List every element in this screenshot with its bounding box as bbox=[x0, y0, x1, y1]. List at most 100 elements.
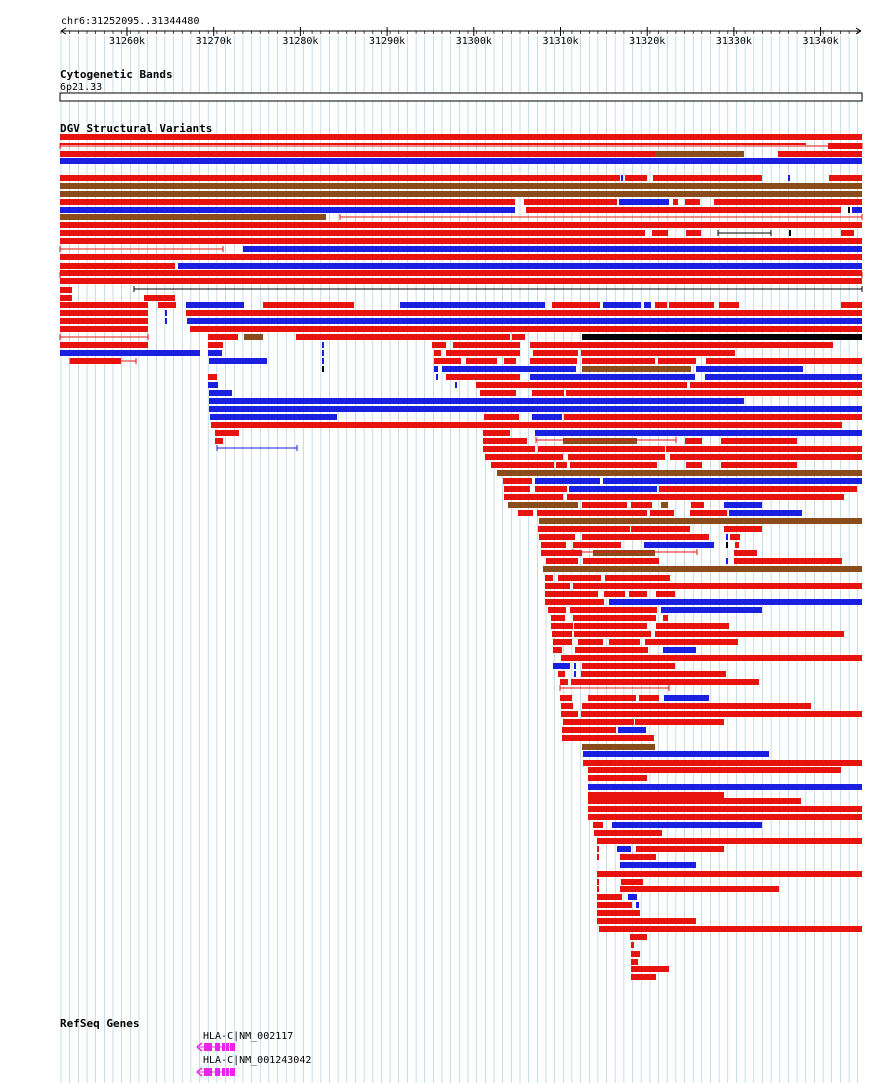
dgv-variant[interactable] bbox=[588, 695, 636, 701]
dgv-variant[interactable] bbox=[209, 398, 744, 404]
dgv-variant[interactable] bbox=[476, 382, 687, 388]
dgv-variant[interactable] bbox=[581, 671, 726, 677]
dgv-variant[interactable] bbox=[666, 446, 862, 452]
dgv-variant[interactable] bbox=[644, 542, 714, 548]
gene-model-nm-001243042[interactable] bbox=[196, 1067, 235, 1077]
dgv-variant[interactable] bbox=[685, 199, 700, 205]
dgv-variant[interactable] bbox=[597, 910, 640, 916]
dgv-variant[interactable] bbox=[552, 631, 572, 637]
dgv-variant[interactable] bbox=[603, 478, 862, 484]
dgv-variant[interactable] bbox=[215, 438, 223, 444]
dgv-variant[interactable] bbox=[560, 695, 572, 701]
dgv-variant[interactable] bbox=[483, 446, 535, 452]
dgv-variant[interactable] bbox=[552, 302, 600, 308]
dgv-variant[interactable] bbox=[60, 238, 862, 244]
dgv-variant[interactable] bbox=[548, 607, 566, 613]
dgv-variant[interactable] bbox=[599, 926, 862, 932]
dgv-variant[interactable] bbox=[597, 886, 599, 892]
dgv-variant[interactable] bbox=[243, 246, 862, 252]
dgv-variant[interactable] bbox=[724, 526, 762, 532]
dgv-variant[interactable] bbox=[597, 854, 599, 860]
dgv-variant[interactable] bbox=[209, 406, 862, 412]
dgv-variant[interactable] bbox=[526, 207, 841, 213]
dgv-variant[interactable] bbox=[631, 502, 652, 508]
dgv-variant[interactable] bbox=[696, 366, 803, 372]
dgv-variant[interactable] bbox=[432, 342, 446, 348]
dgv-variant[interactable] bbox=[524, 199, 617, 205]
dgv-variant[interactable] bbox=[582, 703, 811, 709]
dgv-variant[interactable] bbox=[593, 822, 603, 828]
dgv-variant[interactable] bbox=[619, 199, 669, 205]
dgv-variant[interactable] bbox=[588, 814, 862, 820]
dgv-variant[interactable] bbox=[686, 462, 702, 468]
dgv-variant[interactable] bbox=[60, 175, 620, 181]
dgv-variant[interactable] bbox=[558, 575, 601, 581]
dgv-variant[interactable] bbox=[484, 414, 519, 420]
dgv-variant[interactable] bbox=[551, 623, 573, 629]
dgv-variant[interactable] bbox=[578, 639, 603, 645]
dgv-variant[interactable] bbox=[582, 744, 655, 750]
dgv-variant[interactable] bbox=[571, 679, 759, 685]
dgv-variant[interactable] bbox=[60, 342, 148, 348]
dgv-variant[interactable] bbox=[535, 486, 567, 492]
dgv-variant[interactable] bbox=[535, 430, 862, 436]
dgv-variant[interactable] bbox=[491, 462, 554, 468]
dgv-variant[interactable] bbox=[208, 350, 222, 356]
dgv-variant[interactable] bbox=[543, 566, 862, 572]
gene-model-nm-002117[interactable] bbox=[196, 1042, 235, 1052]
dgv-variant[interactable] bbox=[209, 390, 232, 396]
dgv-variant[interactable] bbox=[618, 727, 646, 733]
dgv-variant[interactable] bbox=[208, 334, 238, 340]
dgv-variant[interactable] bbox=[597, 846, 599, 852]
dgv-variant[interactable] bbox=[574, 623, 647, 629]
dgv-variant[interactable] bbox=[561, 711, 578, 717]
dgv-variant[interactable] bbox=[60, 326, 148, 332]
dgv-variant[interactable] bbox=[656, 591, 675, 597]
dgv-variant[interactable] bbox=[652, 230, 668, 236]
dgv-variant[interactable] bbox=[588, 784, 862, 790]
dgv-variant[interactable] bbox=[210, 414, 337, 420]
dgv-variant[interactable] bbox=[442, 366, 576, 372]
dgv-variant[interactable] bbox=[568, 454, 665, 460]
dgv-variant[interactable] bbox=[625, 175, 647, 181]
dgv-variant[interactable] bbox=[628, 894, 637, 900]
dgv-variant[interactable] bbox=[60, 318, 148, 324]
dgv-variant[interactable] bbox=[60, 230, 645, 236]
dgv-variant[interactable] bbox=[553, 639, 572, 645]
dgv-variant[interactable] bbox=[659, 486, 857, 492]
dgv-variant[interactable] bbox=[604, 591, 625, 597]
dgv-variant[interactable] bbox=[187, 318, 862, 324]
dgv-variant[interactable] bbox=[60, 191, 862, 197]
dgv-variant[interactable] bbox=[588, 775, 647, 781]
dgv-variant[interactable] bbox=[673, 199, 678, 205]
dgv-variant[interactable] bbox=[485, 454, 563, 460]
dgv-variant[interactable] bbox=[655, 302, 667, 308]
dgv-variant[interactable] bbox=[434, 350, 441, 356]
dgv-variant[interactable] bbox=[582, 334, 862, 340]
dgv-variant[interactable] bbox=[60, 263, 175, 269]
dgv-variant[interactable] bbox=[533, 350, 578, 356]
dgv-variant[interactable] bbox=[60, 199, 515, 205]
dgv-variant[interactable] bbox=[705, 374, 862, 380]
dgv-variant[interactable] bbox=[60, 134, 862, 140]
dgv-variant[interactable] bbox=[620, 886, 779, 892]
dgv-variant[interactable] bbox=[661, 502, 668, 508]
dgv-variant[interactable] bbox=[621, 879, 643, 885]
dgv-variant[interactable] bbox=[734, 558, 842, 564]
dgv-variant[interactable] bbox=[208, 382, 218, 388]
dgv-variant[interactable] bbox=[567, 494, 844, 500]
dgv-variant[interactable] bbox=[724, 502, 762, 508]
dgv-variant[interactable] bbox=[612, 822, 762, 828]
dgv-variant[interactable] bbox=[664, 695, 709, 701]
dgv-variant[interactable] bbox=[588, 798, 801, 804]
dgv-variant[interactable] bbox=[597, 871, 862, 877]
dgv-variant[interactable] bbox=[670, 454, 862, 460]
dgv-variant[interactable] bbox=[635, 719, 724, 725]
dgv-variant[interactable] bbox=[480, 390, 516, 396]
dgv-variant[interactable] bbox=[583, 558, 659, 564]
dgv-variant[interactable] bbox=[597, 918, 696, 924]
dgv-variant[interactable] bbox=[545, 599, 604, 605]
dgv-variant[interactable] bbox=[650, 510, 674, 516]
dgv-variant[interactable] bbox=[631, 951, 640, 957]
dgv-variant[interactable] bbox=[211, 422, 842, 428]
